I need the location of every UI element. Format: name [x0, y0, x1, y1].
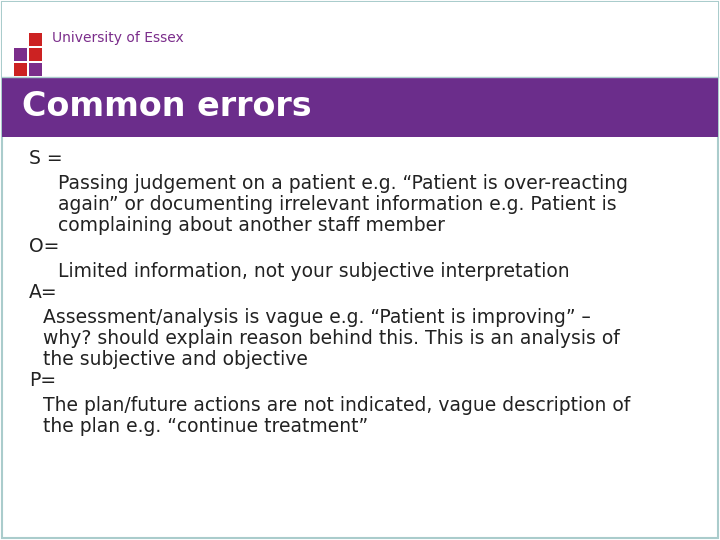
Text: Passing judgement on a patient e.g. “Patient is over-reacting: Passing judgement on a patient e.g. “Pat…	[58, 174, 628, 193]
Text: University of Essex: University of Essex	[52, 31, 184, 45]
Text: O=: O=	[29, 237, 59, 256]
Text: again” or documenting irrelevant information e.g. Patient is: again” or documenting irrelevant informa…	[58, 195, 616, 214]
Bar	[14, 63, 27, 76]
Bar	[29, 63, 42, 76]
Bar	[2, 2, 718, 77]
Text: why? should explain reason behind this. This is an analysis of: why? should explain reason behind this. …	[43, 329, 620, 348]
Bar	[2, 77, 718, 137]
Text: complaining about another staff member: complaining about another staff member	[58, 216, 445, 235]
Text: Assessment/analysis is vague e.g. “Patient is improving” –: Assessment/analysis is vague e.g. “Patie…	[43, 308, 591, 327]
Text: P=: P=	[29, 371, 56, 390]
Text: A=: A=	[29, 283, 58, 302]
Text: the subjective and objective: the subjective and objective	[43, 350, 308, 369]
Text: Common errors: Common errors	[22, 91, 312, 124]
Text: Limited information, not your subjective interpretation: Limited information, not your subjective…	[58, 262, 570, 281]
Bar	[29, 48, 42, 61]
Text: S =: S =	[29, 149, 63, 168]
Bar	[29, 33, 42, 46]
Bar	[14, 48, 27, 61]
Text: the plan e.g. “continue treatment”: the plan e.g. “continue treatment”	[43, 417, 369, 436]
Text: The plan/future actions are not indicated, vague description of: The plan/future actions are not indicate…	[43, 396, 631, 415]
